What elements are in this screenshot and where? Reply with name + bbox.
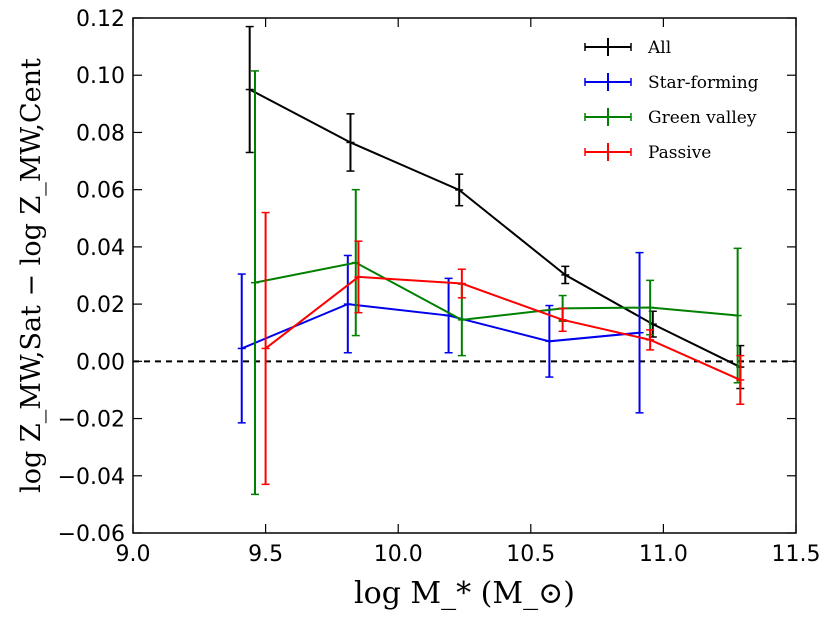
series-all bbox=[245, 25, 745, 390]
y-tick-label: 0.10 bbox=[76, 64, 125, 89]
tick-labels: 9.0 9.5 10.0 10.5 11.0 11.5 −0.06 −0.04 −0.02 0.0… bbox=[58, 7, 821, 567]
x-tick-label: 10.5 bbox=[506, 542, 555, 567]
x-tick-label: 11.0 bbox=[639, 542, 688, 567]
legend-item-star-forming: Star-forming bbox=[584, 73, 759, 93]
series-line bbox=[264, 275, 741, 381]
series-line bbox=[241, 303, 640, 350]
legend: All Star-forming Green valley Passive bbox=[584, 38, 759, 163]
legend-item-green-valley: Green valley bbox=[584, 108, 757, 128]
x-axis-label: log M_* (M_⊙) bbox=[354, 576, 575, 611]
series-star-forming bbox=[237, 251, 644, 424]
x-tick-label: 9.0 bbox=[116, 542, 151, 567]
series-line bbox=[254, 261, 738, 321]
y-tick-label: 0.12 bbox=[76, 7, 125, 32]
y-tick-label: 0.06 bbox=[76, 179, 125, 204]
series-layer bbox=[237, 25, 745, 496]
x-tick-label: 10.0 bbox=[374, 542, 423, 567]
y-tick-label: −0.04 bbox=[58, 465, 125, 490]
y-tick-label: −0.02 bbox=[58, 408, 125, 433]
x-tick-label: 11.5 bbox=[772, 542, 821, 567]
y-tick-label: 0.08 bbox=[76, 121, 125, 146]
axis-ticks bbox=[132, 17, 797, 534]
plot-frame bbox=[132, 17, 797, 534]
y-tick-label: 0.02 bbox=[76, 293, 125, 318]
legend-item-all: All bbox=[584, 38, 671, 58]
axis-labels: log M_* (M_⊙) log Z_MW,Sat − log Z_MW,Cen… bbox=[16, 58, 575, 611]
series-passive bbox=[261, 211, 745, 486]
y-tick-label: 0.04 bbox=[76, 236, 125, 261]
x-tick-label: 9.5 bbox=[248, 542, 283, 567]
legend-label: All bbox=[647, 38, 671, 58]
series-green-valley bbox=[250, 70, 742, 496]
legend-item-passive: Passive bbox=[584, 143, 711, 163]
y-axis-label: log Z_MW,Sat − log Z_MW,Cent bbox=[16, 58, 47, 493]
y-tick-label: −0.06 bbox=[58, 522, 125, 547]
series-line bbox=[249, 88, 741, 368]
legend-label: Green valley bbox=[648, 108, 757, 128]
y-tick-label: 0.00 bbox=[76, 350, 125, 375]
legend-label: Star-forming bbox=[648, 73, 759, 93]
legend-label: Passive bbox=[648, 143, 711, 163]
